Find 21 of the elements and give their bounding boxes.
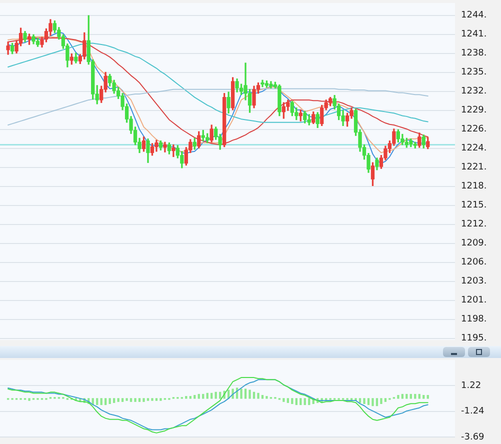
- y-tick-label: 1238.: [461, 48, 487, 59]
- y-tick-label: -1.24: [461, 406, 485, 417]
- y-tick-label: 1206.: [461, 258, 487, 268]
- y-tick-label: 1229.: [461, 106, 487, 116]
- y-tick-label: 1224.: [461, 144, 487, 154]
- y-tick-label: -3.69: [461, 432, 485, 442]
- y-tick-label: 1215.: [461, 200, 487, 211]
- y-tick-label: 1226.: [461, 124, 487, 135]
- y-tick-label: 1212.: [461, 220, 487, 230]
- y-tick-label: 1232.: [461, 86, 487, 97]
- y-tick-label: 1221.: [461, 162, 487, 173]
- y-tick-label: 1198.: [461, 314, 487, 325]
- y-tick-label: 1201.: [461, 296, 487, 306]
- y-tick-label: 1195.: [461, 334, 487, 344]
- y-tick-label: 1203.: [461, 276, 487, 287]
- y-tick-label: 1244.: [461, 10, 487, 21]
- y-tick-label: 1209.: [461, 238, 487, 249]
- y-tick-label: 1235.: [461, 68, 487, 78]
- y-tick-label: 1241.: [461, 30, 487, 40]
- y-tick-label: 1218.: [461, 182, 487, 192]
- y-tick-label: 1.22: [461, 381, 482, 392]
